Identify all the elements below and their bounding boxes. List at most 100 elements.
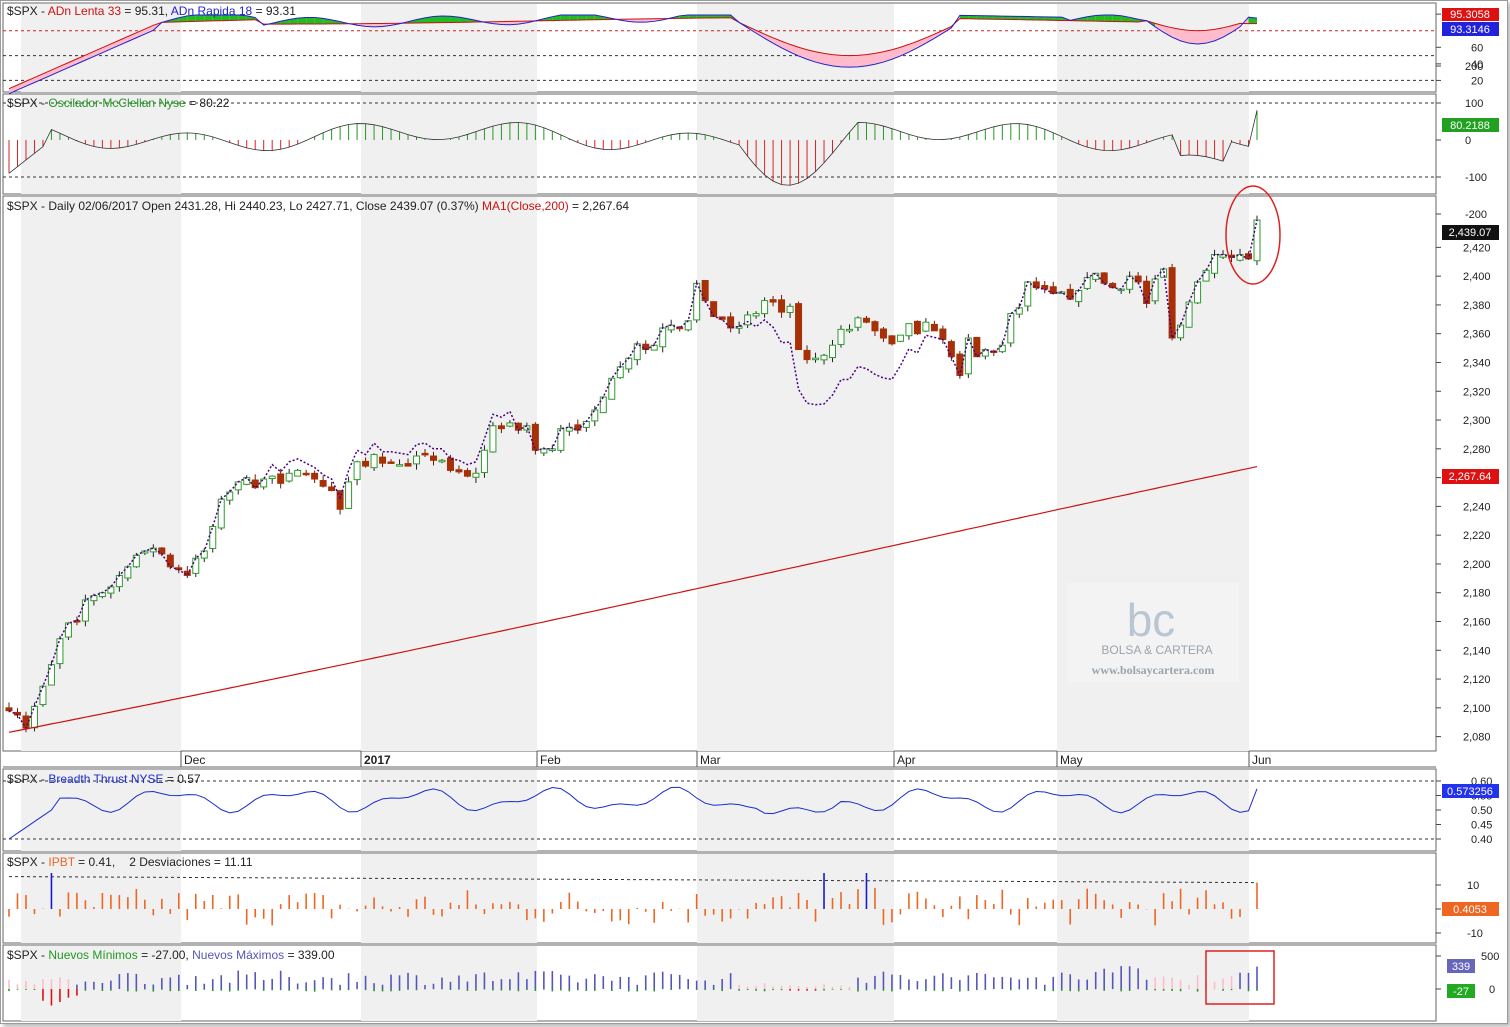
mcclellan-title: $SPX - Oscilador McClellan Nyse = 80.22 [7,96,230,110]
price-tick-label: 2,420 [1463,242,1491,254]
adn-fill [917,37,926,48]
price-tick-label: 2,200 [1463,559,1491,571]
ipbt-tick-label: -10 [1467,928,1483,940]
adn-fill [1078,16,1088,21]
candle-body [973,336,981,358]
candle-body [769,299,777,303]
candle-body [285,472,293,482]
month-band [21,946,181,1021]
candle-body [693,282,701,321]
adn-fill [110,40,120,49]
adn-fill [433,15,442,23]
month-band [697,854,894,943]
candle-body [438,459,446,463]
price-tick-label: 2,320 [1463,386,1491,398]
candle-body [362,460,370,467]
adn-fill [85,51,94,61]
candle-body [1032,281,1040,289]
adn-fill [280,19,290,25]
candle-body [930,323,938,332]
candle-body [845,328,853,332]
adn-fill [705,14,714,19]
adn-fill [93,47,103,57]
candle-body [64,622,72,638]
month-band [1057,854,1249,943]
candle-body [429,455,437,461]
adn-fill [1223,25,1232,38]
candle-body [396,464,404,467]
adn-fill [144,25,154,35]
x-tick-label: Feb [540,753,561,767]
price-tick-label: 2,360 [1463,329,1491,341]
month-band [21,770,181,851]
ipbt-title: $SPX - IPBT = 0.41, 2 Desviaciones = 11.1… [7,855,253,869]
adn-fill [1104,14,1113,22]
adn-fill [187,14,196,22]
price-tick-label: 2,080 [1463,732,1491,744]
month-band [21,197,181,751]
mcclellan-panel [3,102,1436,186]
month-band [697,95,894,194]
mcc-tick-label: -100 [1465,172,1487,184]
price-tick-label: 2,140 [1463,645,1491,657]
breadth-tick-label: 0.45 [1471,820,1492,832]
candle-body [752,313,760,317]
candle-body [387,461,395,464]
candle-body [132,554,140,568]
price-tick-label: 2,100 [1463,703,1491,715]
candle-body [90,595,98,602]
candle-body [913,320,921,335]
candle-body [1185,301,1193,328]
adn-lenta-badge: 95.3058 [1450,9,1490,21]
adn-fill [9,84,18,94]
candle-body [1075,290,1083,303]
adn-fill [807,49,816,63]
candle-body [854,317,862,328]
ipbt-tick-label: 10 [1467,880,1479,892]
candle-body [107,586,115,594]
close-dotted-line [8,219,1258,730]
candle-body [472,472,480,478]
price-tick-label: 2,400 [1463,271,1491,283]
adn-fill [824,53,833,66]
breadth-badge: 0.573256 [1447,786,1493,798]
adn-fill [857,54,867,67]
adn-fill [832,54,841,67]
ma200-badge: 2,267.64 [1449,471,1492,483]
price-tick-label: 2,220 [1463,530,1491,542]
candle-body [718,316,726,320]
candle-body [684,320,692,331]
candle-body [820,354,828,361]
watermark-logo: bc [1127,594,1176,646]
candle-body [531,423,539,451]
candle-body [277,473,285,484]
candle-body [1202,269,1210,282]
candle-body [5,707,13,712]
nuevos-min-badge: -27 [1453,986,1469,998]
candle-body [591,409,599,422]
adn-fill [696,14,706,19]
candle-body [803,349,811,361]
breadth-tick-label: 0.50 [1471,805,1492,817]
month-band [1057,95,1249,194]
candle-body [455,469,463,473]
adn-fill [34,73,43,83]
candle-body [862,317,870,323]
adn-fill [866,53,875,66]
adn-tick-label: 40 [1471,59,1483,71]
candle-body [998,344,1006,353]
price-tick-label: 2,300 [1463,415,1491,427]
mcc-tick-label: 200 [1465,61,1483,73]
candle-body [311,472,319,480]
month-band [697,770,894,851]
adn-fill [976,15,986,20]
price-tick-label: 2,120 [1463,674,1491,686]
adn-fill [985,15,994,20]
highlight-ellipse [1225,185,1281,285]
candle-body [964,337,972,375]
adn-fill [925,34,935,44]
candle-body [1083,277,1091,289]
candle-body [676,326,684,330]
adn-fill [993,15,1003,20]
